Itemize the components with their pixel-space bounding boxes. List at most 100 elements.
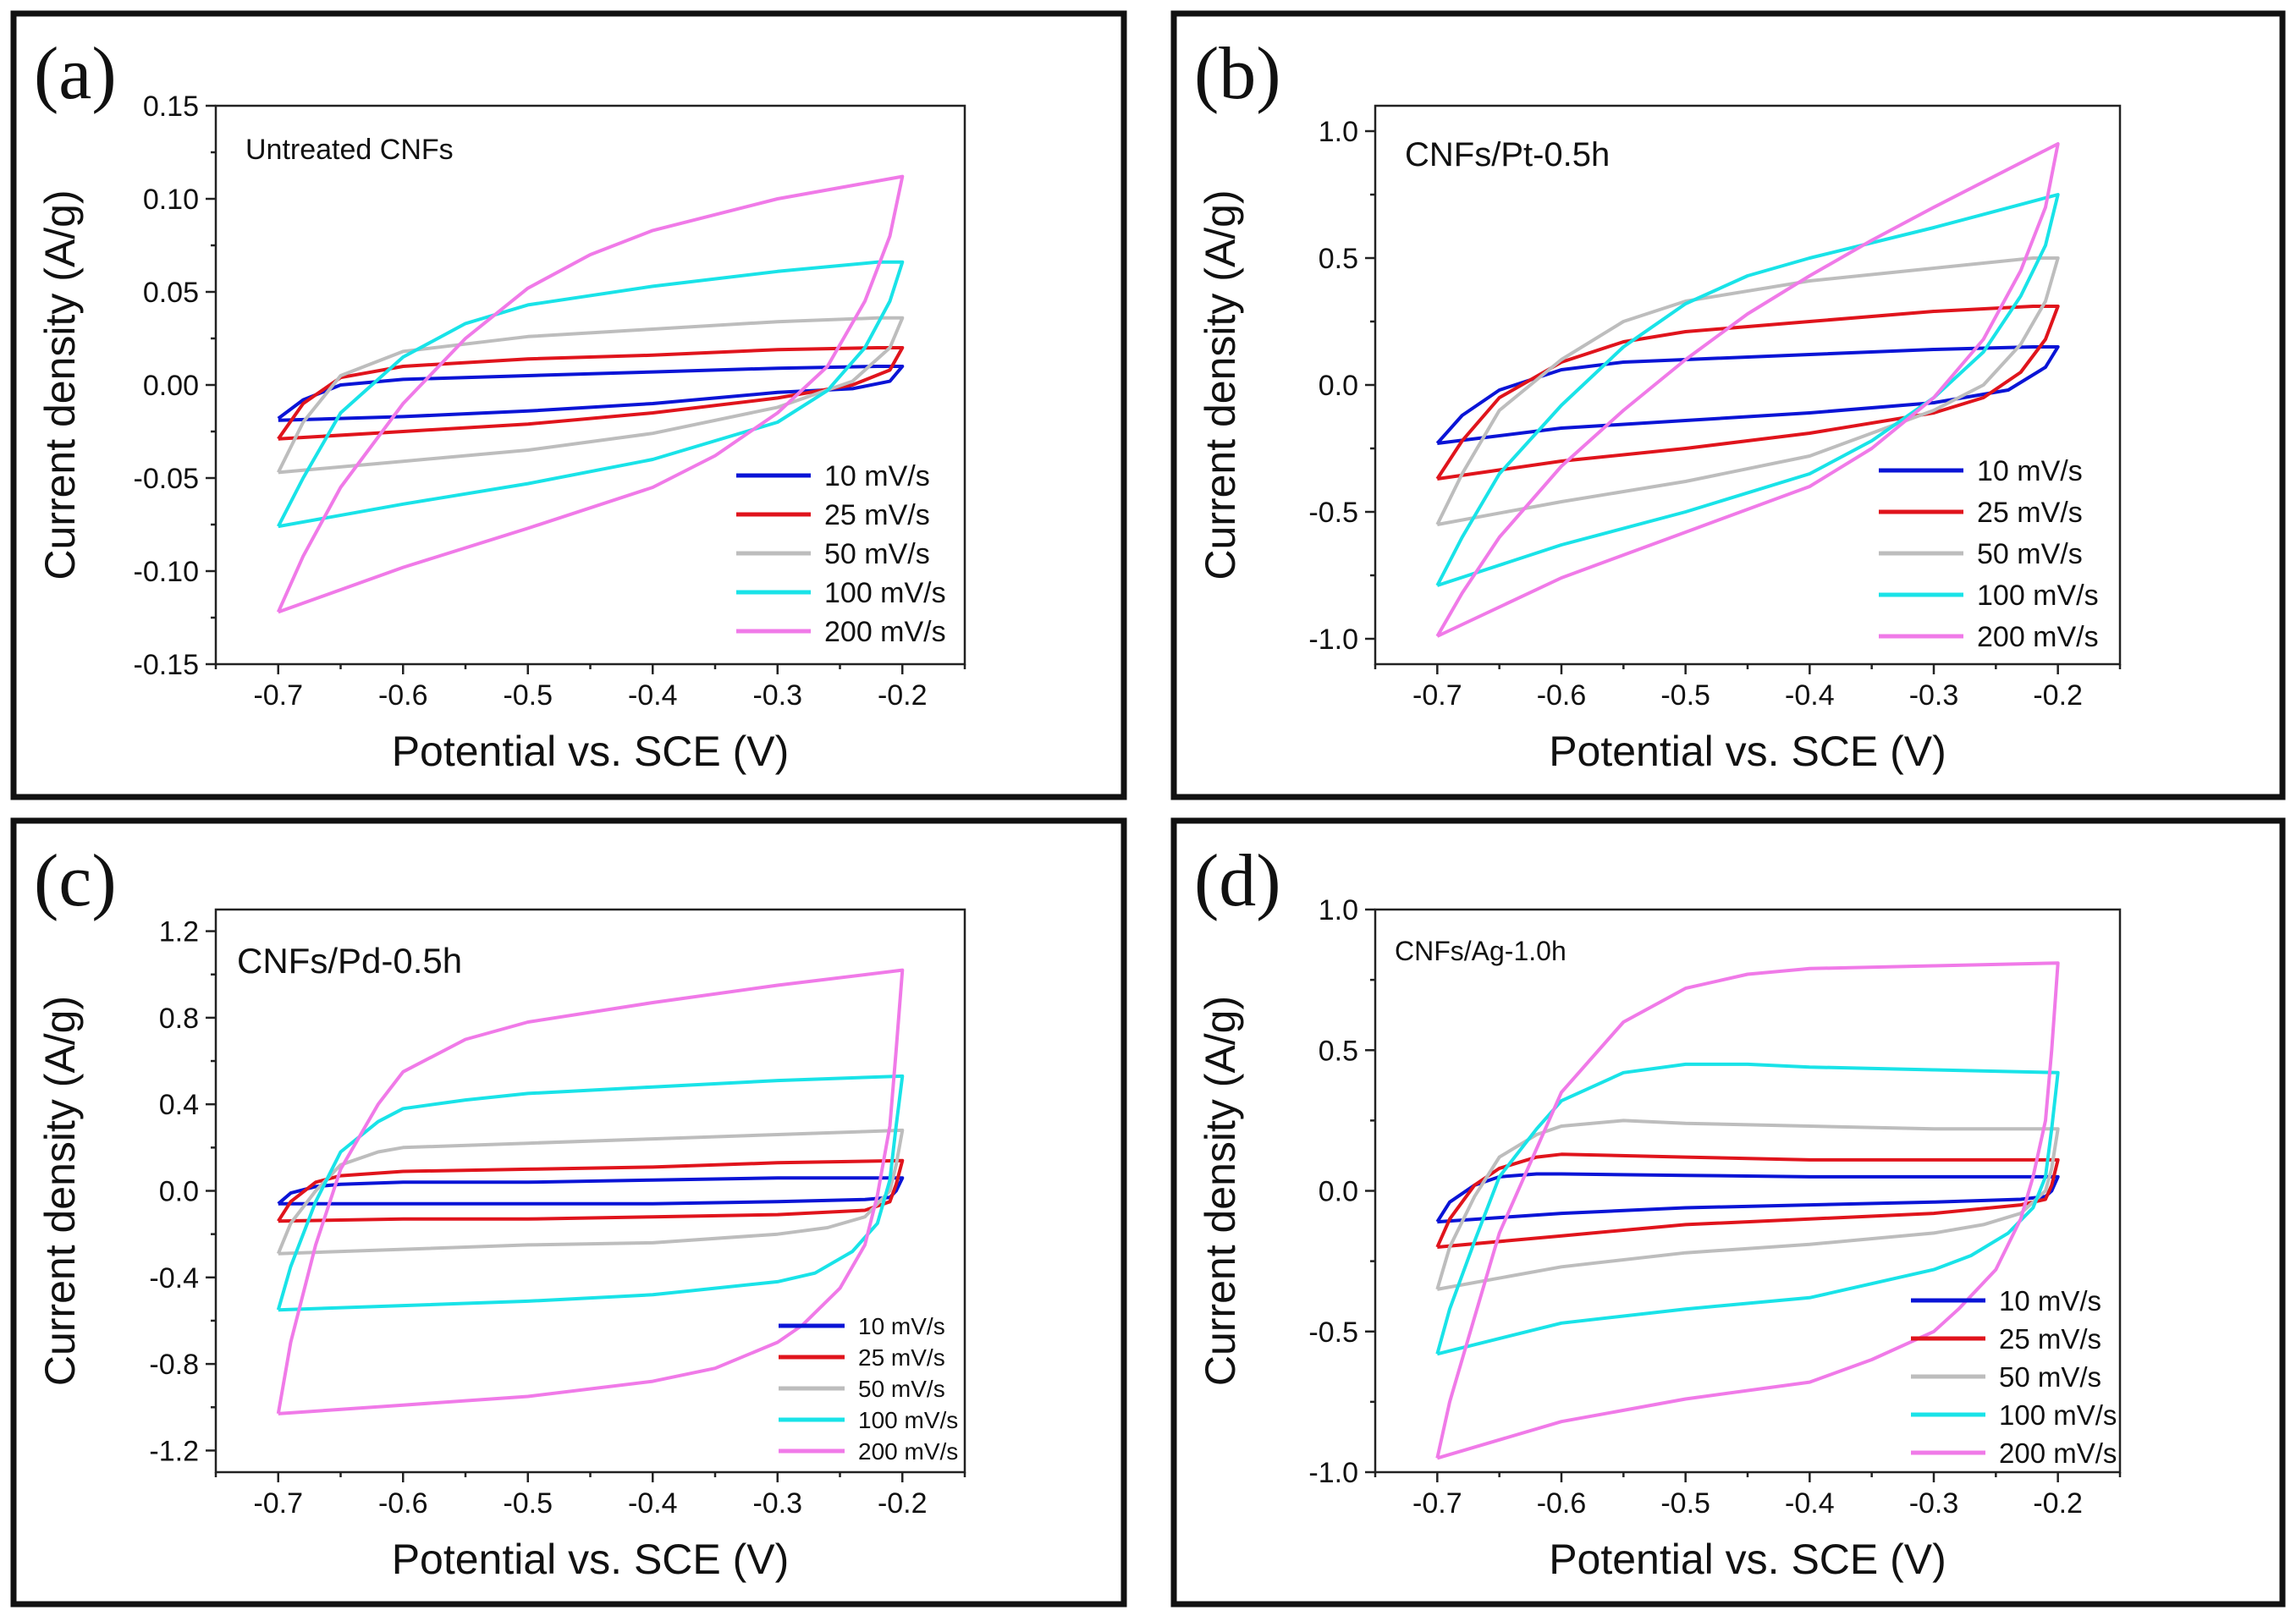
series-line-100mvs [276, 1074, 905, 1312]
series-group [1435, 142, 2060, 638]
y-tick-label: -0.5 [1308, 1316, 1358, 1349]
series-line-25mvs [1435, 1152, 2060, 1249]
y-axis-label: Current density (A/g) [36, 996, 84, 1386]
series-line-25mvs [277, 346, 905, 441]
series-line-25mvs [277, 1158, 905, 1223]
panel-label: (c) [34, 840, 117, 922]
legend-entry-label: 10 mV/s [1977, 455, 2083, 487]
y-tick-label: 0.15 [143, 91, 199, 123]
x-tick-label: -0.6 [1537, 1487, 1587, 1520]
legend-entry-label: 100 mV/s [1999, 1399, 2117, 1431]
y-tick-label: -1.2 [149, 1435, 199, 1467]
series-group [276, 968, 905, 1415]
chart-panel-c: -0.7 -0.6 -0.5 -0.4 -0.3 -0.2 -1.2 -0.8 -0.4 0.0 0… [10, 817, 1127, 1608]
panel-label: (a) [34, 33, 117, 115]
panel-frame [1170, 817, 2286, 1608]
chart-panel-b: -0.7 -0.6 -0.5 -0.4 -0.3 -0.2 -1.0 -0.5 0.0 0.5 1.… [1170, 10, 2286, 800]
panel-label: (d) [1194, 840, 1281, 922]
chart-panel-a: -0.7 -0.6 -0.5 -0.4 -0.3 -0.2 -0.15 -0.10 -0.05 0… [10, 10, 1127, 800]
y-tick-label: 0.5 [1319, 1035, 1358, 1067]
sample-annotation: CNFs/Pd-0.5h [237, 941, 462, 981]
legend-entry-label: 10 mV/s [824, 460, 930, 492]
x-tick-label: -0.4 [1785, 1487, 1835, 1520]
panel-frame [10, 10, 1127, 800]
x-tick-label: -0.7 [253, 679, 303, 712]
legend-entry-label: 10 mV/s [1999, 1285, 2101, 1316]
x-tick-label: -0.4 [628, 679, 678, 712]
series-line-200mvs [1435, 142, 2060, 638]
legend-entry-label: 50 mV/s [824, 538, 930, 570]
legend-entry-label: 100 mV/s [824, 577, 946, 609]
x-axis-label: Potential vs. SCE (V) [1549, 1536, 1946, 1583]
y-tick-label: 0.0 [1319, 1176, 1358, 1208]
series-line-100mvs [277, 260, 905, 529]
series-line-50mvs [276, 1128, 905, 1256]
series-line-50mvs [277, 316, 905, 475]
legend: 10 mV/s 25 mV/s 50 mV/s 100 mV/s 200 mV/s [779, 1313, 958, 1465]
legend-entry-label: 200 mV/s [858, 1438, 958, 1465]
legend-entry-label: 200 mV/s [1977, 621, 2099, 653]
sample-annotation: CNFs/Pt-0.5h [1405, 136, 1610, 173]
x-tick-label: -0.2 [878, 679, 928, 712]
y-tick-label: -1.0 [1308, 1457, 1358, 1489]
x-tick-label: -0.2 [878, 1487, 928, 1520]
y-tick-label: 0.10 [143, 184, 199, 216]
x-tick-label: -0.3 [752, 679, 802, 712]
x-tick-label: -0.5 [503, 1487, 553, 1520]
legend-entry-label: 100 mV/s [1977, 580, 2099, 612]
y-tick-label: 0.0 [159, 1176, 199, 1208]
legend-entry-label: 50 mV/s [858, 1376, 945, 1402]
x-tick-label: -0.3 [752, 1487, 802, 1520]
legend-entry-label: 25 mV/s [1999, 1323, 2101, 1355]
x-tick-label: -0.5 [1660, 679, 1710, 712]
series-line-200mvs [276, 968, 905, 1415]
y-tick-label: 1.2 [159, 916, 199, 948]
x-axis-label: Potential vs. SCE (V) [1549, 728, 1946, 775]
x-tick-label: -0.6 [1537, 679, 1587, 712]
y-tick-label: 0.0 [1319, 370, 1358, 402]
series-line-100mvs [1435, 1062, 2060, 1356]
series-line-50mvs [1435, 1119, 2060, 1291]
legend-entry-label: 50 mV/s [1977, 538, 2083, 570]
legend-entry-label: 200 mV/s [1999, 1437, 2117, 1469]
x-axis-label: Potential vs. SCE (V) [392, 1536, 790, 1583]
x-tick-label: -0.7 [1412, 1487, 1462, 1520]
x-tick-label: -0.7 [253, 1487, 303, 1520]
panel-label: (b) [1194, 33, 1281, 115]
legend-entry-label: 25 mV/s [858, 1344, 945, 1371]
x-tick-label: -0.2 [2033, 1487, 2083, 1520]
y-tick-label: -1.0 [1308, 624, 1358, 656]
y-tick-label: 1.0 [1319, 116, 1358, 148]
x-tick-label: -0.4 [628, 1487, 678, 1520]
y-axis-label: Current density (A/g) [1197, 996, 1244, 1386]
x-tick-label: -0.5 [503, 679, 553, 712]
y-axis-label: Current density (A/g) [1197, 190, 1244, 580]
legend-entry-label: 25 mV/s [824, 499, 930, 531]
series-group [276, 174, 905, 614]
x-tick-label: -0.6 [378, 679, 428, 712]
y-tick-label: -0.05 [134, 463, 200, 495]
series-line-10mvs [277, 365, 905, 422]
panel-frame [1170, 10, 2286, 800]
legend: 10 mV/s 25 mV/s 50 mV/s 100 mV/s 200 mV/s [1911, 1285, 2117, 1469]
legend: 10 mV/s 25 mV/s 50 mV/s 100 mV/s 200 mV/s [736, 460, 946, 648]
x-tick-label: -0.4 [1785, 679, 1835, 712]
series-line-10mvs [277, 1176, 905, 1206]
y-tick-label: -0.10 [134, 556, 200, 588]
series-line-25mvs [1435, 305, 2060, 481]
series-line-200mvs [276, 174, 905, 614]
y-axis-label: Current density (A/g) [36, 190, 84, 580]
legend-entry-label: 10 mV/s [858, 1313, 945, 1339]
y-tick-label: 0.05 [143, 277, 199, 309]
series-line-100mvs [1435, 193, 2060, 587]
y-tick-label: -0.15 [134, 649, 200, 681]
legend: 10 mV/s 25 mV/s 50 mV/s 100 mV/s 200 mV/s [1879, 455, 2099, 653]
legend-entry-label: 50 mV/s [1999, 1361, 2101, 1393]
y-tick-label: 0.00 [143, 370, 199, 402]
x-tick-label: -0.6 [378, 1487, 428, 1520]
y-tick-label: -0.8 [149, 1349, 199, 1381]
chart-panel-d: -0.7 -0.6 -0.5 -0.4 -0.3 -0.2 -1.0 -0.5 0.0 0.5 1.… [1170, 817, 2286, 1608]
x-tick-label: -0.5 [1660, 1487, 1710, 1520]
series-group [1435, 961, 2060, 1460]
